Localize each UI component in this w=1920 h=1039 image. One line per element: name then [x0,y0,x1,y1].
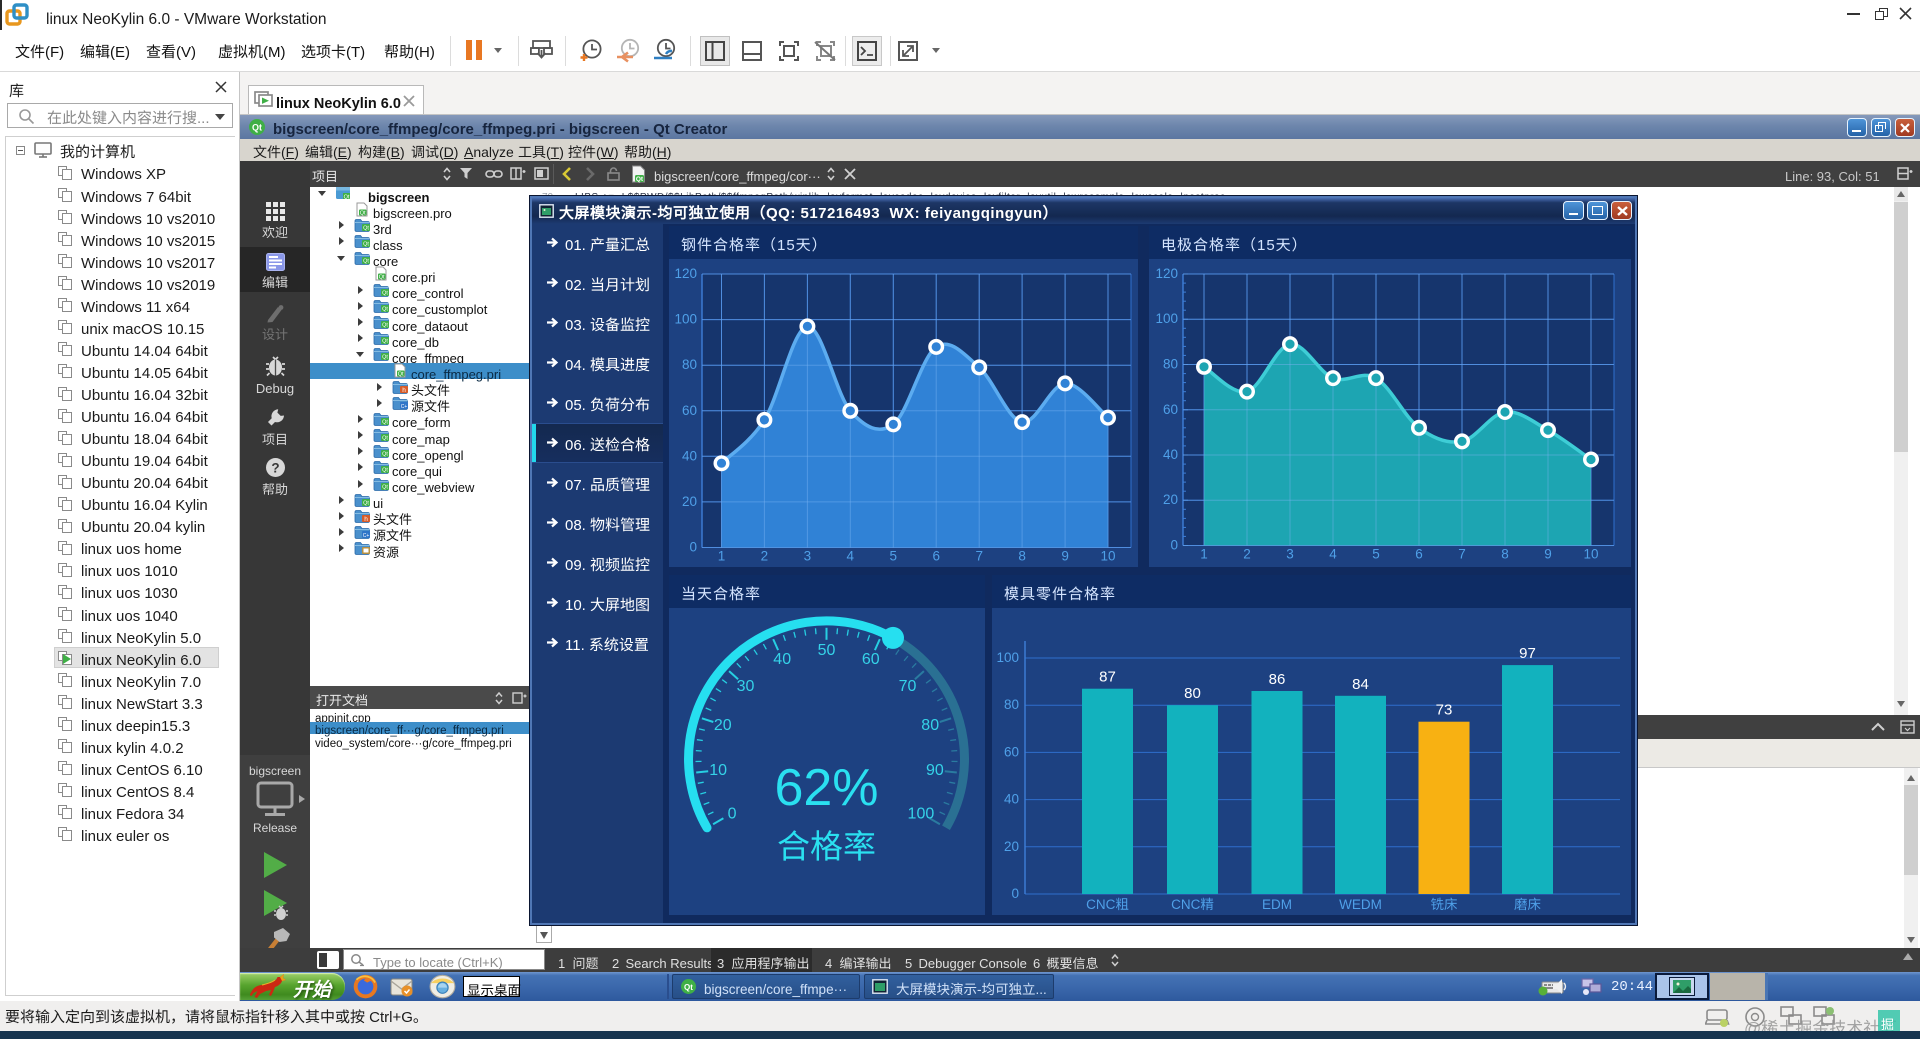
svg-text:120: 120 [1155,262,1178,282]
svg-text:0: 0 [728,799,737,823]
svg-text:10: 10 [1100,545,1115,565]
svg-text:100: 100 [674,308,697,328]
svg-text:20: 20 [1004,835,1019,855]
svg-text:40: 40 [682,444,697,464]
svg-text:8: 8 [1501,543,1509,563]
svg-text:Qt: Qt [382,337,388,345]
svg-text:Qt: Qt [382,466,388,474]
svg-text:60: 60 [1004,740,1019,760]
svg-text:80: 80 [1184,682,1201,703]
svg-text:CNC精: CNC精 [1171,893,1214,913]
svg-text:6: 6 [932,545,940,565]
svg-text:7: 7 [1458,543,1466,563]
svg-text:120: 120 [674,262,697,282]
svg-text:Qt: Qt [252,121,262,134]
svg-text:3: 3 [804,545,812,565]
svg-text:80: 80 [921,711,939,735]
svg-text:60: 60 [862,645,880,669]
svg-text:铣床: 铣床 [1431,893,1459,913]
svg-text:Qt: Qt [363,257,369,265]
svg-text:2: 2 [761,545,769,565]
svg-text:80: 80 [1163,353,1178,373]
svg-text:Qt: Qt [398,370,404,378]
svg-text:0: 0 [1170,534,1178,554]
svg-text:Qt: Qt [382,305,388,313]
svg-text:Qt: Qt [382,353,388,361]
svg-text:20: 20 [1163,488,1178,508]
svg-text:20: 20 [714,711,732,735]
svg-text:9: 9 [1544,543,1552,563]
svg-text:Qt: Qt [360,209,366,217]
svg-text:84: 84 [1352,673,1369,694]
svg-text:40: 40 [1004,788,1019,808]
svg-text:1: 1 [718,545,726,565]
svg-text:Qt: Qt [382,321,388,329]
svg-text:EDM: EDM [1262,893,1292,913]
svg-text:h: h [402,384,406,394]
svg-text:80: 80 [1004,693,1019,713]
svg-text:100: 100 [908,799,935,823]
svg-text:Qt: Qt [382,434,388,442]
svg-text:70: 70 [899,672,917,696]
svg-text:Qt: Qt [379,273,385,281]
svg-text:73: 73 [1436,699,1453,720]
svg-text:100: 100 [1155,307,1178,327]
svg-text:Qt: Qt [382,450,388,458]
svg-text:90: 90 [926,756,944,780]
svg-text:4: 4 [847,545,855,565]
svg-text:Qt: Qt [684,982,693,993]
svg-text:20: 20 [682,490,697,510]
svg-text:86: 86 [1269,668,1286,689]
svg-text:Qt: Qt [363,224,369,232]
svg-text:62%: 62% [774,745,878,820]
svg-text:Qt: Qt [363,499,369,507]
svg-text:3: 3 [1286,543,1294,563]
svg-text:合格率: 合格率 [777,820,876,868]
svg-text:4: 4 [1329,543,1337,563]
svg-text:97: 97 [1519,642,1536,663]
svg-text:0: 0 [689,536,697,556]
svg-text:60: 60 [682,399,697,419]
svg-text:87: 87 [1099,666,1116,687]
svg-text:7: 7 [975,545,983,565]
svg-text:30: 30 [737,672,755,696]
svg-text:Qt: Qt [344,192,350,200]
svg-text:0: 0 [1011,882,1019,902]
svg-text:10: 10 [1583,543,1598,563]
svg-text:1: 1 [1200,543,1208,563]
svg-text:6: 6 [1415,543,1423,563]
svg-text:WEDM: WEDM [1339,893,1382,913]
svg-text:Qt: Qt [363,240,369,248]
svg-text:50: 50 [818,636,836,660]
svg-text:h: h [364,513,368,523]
svg-text:Qt: Qt [636,173,644,183]
svg-text:?: ? [271,457,279,477]
svg-text:Qt: Qt [382,483,388,491]
svg-text:Qt: Qt [382,418,388,426]
svg-text:Qt: Qt [382,289,388,297]
svg-text:5: 5 [890,545,898,565]
svg-text:40: 40 [1163,443,1178,463]
svg-text:100: 100 [996,646,1019,666]
svg-text:2: 2 [1243,543,1251,563]
svg-text:60: 60 [1163,398,1178,418]
svg-text:40: 40 [773,645,791,669]
svg-text:9: 9 [1061,545,1069,565]
svg-text:80: 80 [682,353,697,373]
svg-text:10: 10 [709,756,727,780]
svg-text:磨床: 磨床 [1514,893,1542,913]
svg-text:8: 8 [1018,545,1026,565]
svg-text:CNC粗: CNC粗 [1086,893,1129,913]
svg-text:C+: C+ [401,403,408,410]
svg-text:5: 5 [1372,543,1380,563]
svg-text:C+: C+ [363,532,370,539]
